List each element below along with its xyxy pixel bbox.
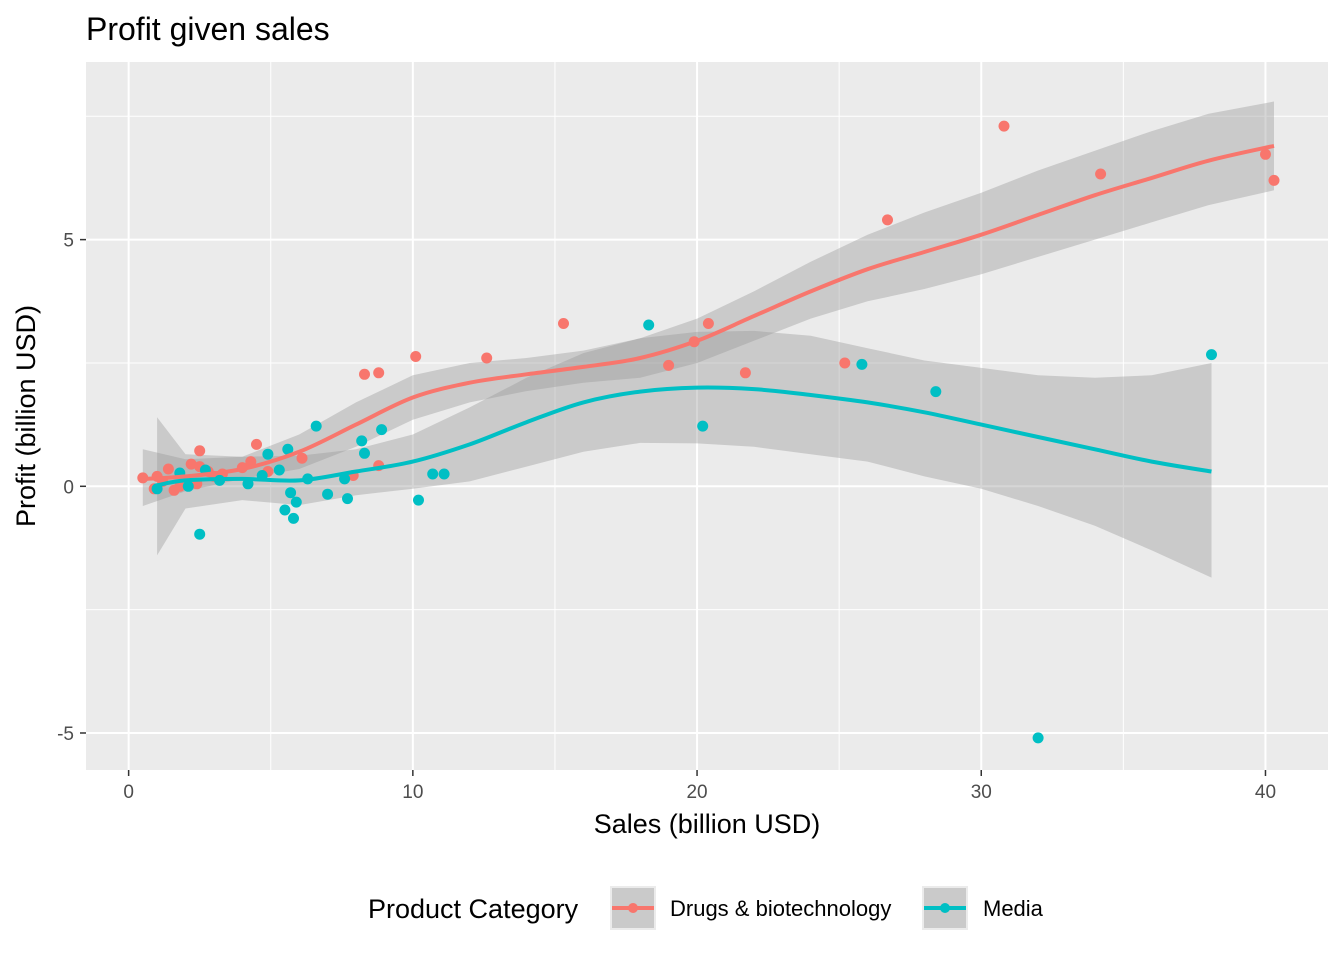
data-point-0 bbox=[882, 214, 893, 226]
smooth-line-0 bbox=[142, 143, 1275, 481]
chart-title: Profit given sales bbox=[86, 11, 330, 47]
confidence-band-0 bbox=[142, 101, 1274, 506]
x-tick-label: 30 bbox=[971, 782, 992, 803]
data-point-0 bbox=[663, 359, 675, 371]
data-point-0 bbox=[481, 352, 493, 364]
data-point-1 bbox=[438, 468, 450, 480]
legend-label-media: Media bbox=[983, 896, 1044, 921]
data-point-0 bbox=[194, 445, 206, 457]
data-point-0 bbox=[739, 367, 751, 379]
data-point-1 bbox=[273, 464, 285, 476]
confidence-bands bbox=[142, 101, 1274, 578]
data-point-1 bbox=[1032, 732, 1044, 744]
data-point-1 bbox=[359, 447, 370, 459]
data-point-1 bbox=[182, 480, 194, 492]
y-axis-title: Profit (billion USD) bbox=[11, 305, 41, 527]
data-point-1 bbox=[339, 473, 351, 485]
legend-point-drugs bbox=[628, 903, 638, 913]
legend-label-drugs: Drugs & biotechnology bbox=[670, 896, 891, 921]
data-point-1 bbox=[279, 504, 291, 516]
smooth-line-1 bbox=[156, 385, 1212, 488]
data-point-1 bbox=[290, 496, 302, 508]
x-tick-label: 0 bbox=[123, 782, 134, 803]
data-point-0 bbox=[251, 438, 262, 450]
data-point-0 bbox=[1260, 148, 1271, 160]
data-point-0 bbox=[373, 367, 385, 379]
data-point-1 bbox=[427, 468, 439, 480]
legend-point-media bbox=[940, 903, 950, 913]
data-point-0 bbox=[185, 458, 197, 470]
data-point-1 bbox=[1206, 349, 1217, 361]
y-axis-ticks: -5 0 5 bbox=[57, 231, 86, 745]
x-tick-label: 20 bbox=[686, 782, 707, 803]
legend-item-media: Media bbox=[922, 886, 1044, 930]
plot-panel bbox=[86, 62, 1328, 770]
smooth-lines bbox=[142, 143, 1275, 488]
data-point-1 bbox=[342, 493, 353, 505]
data-point-0 bbox=[839, 357, 851, 369]
x-tick-label: 40 bbox=[1255, 782, 1276, 803]
data-point-0 bbox=[702, 318, 714, 329]
data-point-1 bbox=[643, 319, 655, 331]
data-point-0 bbox=[359, 368, 370, 380]
data-point-1 bbox=[356, 435, 368, 447]
data-point-1 bbox=[285, 487, 297, 499]
data-point-0 bbox=[1268, 174, 1280, 186]
x-axis-ticks: 0 10 20 30 40 bbox=[123, 770, 1276, 803]
data-point-0 bbox=[998, 120, 1010, 132]
data-point-1 bbox=[310, 420, 322, 432]
data-point-0 bbox=[174, 480, 186, 492]
data-point-0 bbox=[1095, 168, 1107, 180]
y-tick-label: -5 bbox=[57, 724, 74, 745]
legend-title: Product Category bbox=[368, 894, 579, 924]
data-point-1 bbox=[697, 420, 709, 432]
x-tick-label: 10 bbox=[402, 782, 423, 803]
data-point-1 bbox=[322, 488, 334, 500]
data-point-0 bbox=[558, 318, 569, 329]
data-point-1 bbox=[194, 528, 206, 540]
gridlines bbox=[86, 62, 1328, 770]
data-point-0 bbox=[410, 351, 422, 362]
data-point-1 bbox=[413, 494, 424, 506]
data-point-0 bbox=[162, 463, 174, 475]
data-point-1 bbox=[262, 448, 274, 460]
data-point-0 bbox=[296, 452, 308, 464]
y-tick-label: 5 bbox=[63, 231, 74, 252]
legend: Product Category Drugs & biotechnology M… bbox=[368, 886, 1044, 930]
data-point-1 bbox=[930, 386, 942, 398]
data-point-1 bbox=[282, 443, 294, 455]
data-point-1 bbox=[376, 424, 388, 436]
y-tick-label: 0 bbox=[63, 477, 74, 498]
data-point-1 bbox=[288, 512, 299, 524]
confidence-band-1 bbox=[157, 330, 1212, 578]
x-axis-title: Sales (billion USD) bbox=[594, 809, 821, 839]
legend-item-drugs: Drugs & biotechnology bbox=[610, 886, 891, 930]
data-point-1 bbox=[856, 358, 868, 370]
